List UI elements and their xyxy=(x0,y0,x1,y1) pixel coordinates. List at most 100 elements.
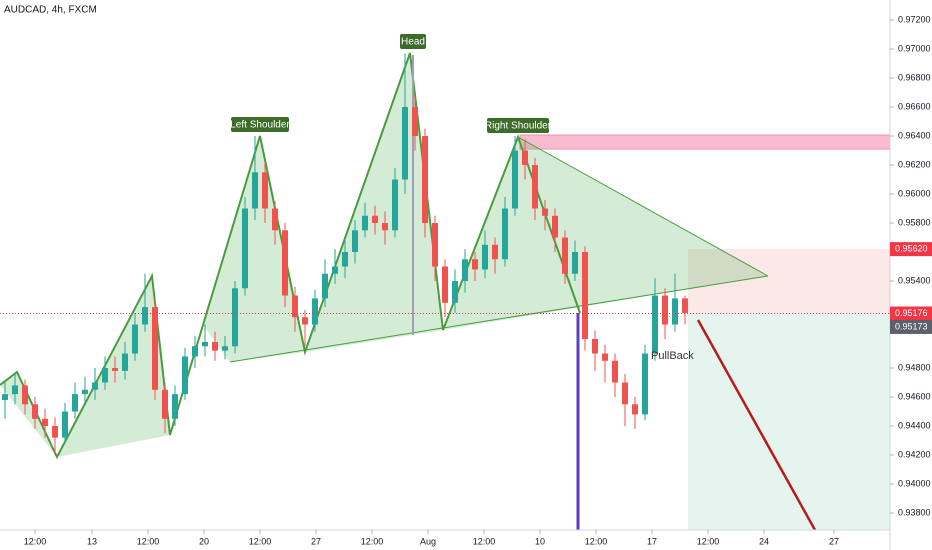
candle-body xyxy=(222,346,228,351)
y-tick-label: 0.96200 xyxy=(898,159,931,169)
candle-body xyxy=(672,298,678,325)
candle-body xyxy=(582,252,588,340)
price-tag-label: 0.95173 xyxy=(895,321,928,331)
candle-body xyxy=(262,172,268,209)
candle-body xyxy=(622,382,628,405)
annotation: Left Shoulder xyxy=(230,120,290,131)
candle-body xyxy=(442,266,448,303)
candle-body xyxy=(432,223,438,267)
y-tick-label: 0.97200 xyxy=(898,14,931,24)
candle-body xyxy=(592,339,598,354)
price-tag xyxy=(890,306,932,321)
candle-body xyxy=(282,230,288,296)
candle-body xyxy=(352,230,358,253)
candle-body xyxy=(392,179,398,231)
y-tick-label: 0.96000 xyxy=(898,188,931,198)
candle-body xyxy=(612,360,618,383)
y-tick-label: 0.94200 xyxy=(898,449,931,459)
x-tick-label: 27 xyxy=(311,536,321,546)
candle-body xyxy=(422,136,428,224)
candle-body xyxy=(542,208,548,216)
price-tag-label: 0.95620 xyxy=(895,243,928,253)
candle-body xyxy=(132,324,138,354)
y-tick-label: 0.96600 xyxy=(898,101,931,111)
candle-body xyxy=(322,273,328,299)
x-tick-label: 27 xyxy=(829,536,839,546)
y-tick-label: 0.94800 xyxy=(898,362,931,372)
right-shoulder-area xyxy=(443,137,768,330)
candle-body xyxy=(642,353,648,415)
annotation: Right Shoulder xyxy=(485,121,552,132)
candle-body xyxy=(172,394,178,419)
candle-body xyxy=(522,150,528,166)
candle-body xyxy=(342,252,348,267)
candle-body xyxy=(242,208,248,289)
y-tick-label: 0.94400 xyxy=(898,420,931,430)
candle-body xyxy=(232,288,238,347)
candle-body xyxy=(192,346,198,357)
left-shoulder-area xyxy=(203,136,305,362)
head-area xyxy=(305,53,443,352)
candle-body xyxy=(142,307,148,325)
candle-body xyxy=(42,418,48,427)
candle-body xyxy=(212,341,218,351)
candle-body xyxy=(662,295,668,325)
candle-body xyxy=(82,389,88,395)
candle-body xyxy=(302,317,308,325)
candle-body xyxy=(492,244,498,260)
candle-body xyxy=(462,259,468,282)
price-tag-label: 0.95176 xyxy=(895,308,928,318)
annotation: PullBack xyxy=(651,350,694,362)
candle-body xyxy=(602,353,608,361)
candle-body xyxy=(32,404,38,419)
stop-zone xyxy=(688,249,890,313)
y-tick-label: 0.93800 xyxy=(898,507,931,517)
candle-body xyxy=(362,215,368,231)
candle-body xyxy=(272,208,278,231)
supply-zone xyxy=(519,134,891,150)
candle-body xyxy=(12,385,18,395)
candle-body xyxy=(312,298,318,325)
candle-body xyxy=(22,385,28,405)
candle-body xyxy=(472,259,478,270)
candle-body xyxy=(252,172,258,209)
y-tick-label: 0.94000 xyxy=(898,478,931,488)
x-tick-label: 17 xyxy=(647,536,657,546)
x-tick-label: 12:00 xyxy=(24,536,47,546)
y-tick-label: 0.95400 xyxy=(898,275,931,285)
candle-body xyxy=(482,244,488,270)
y-tick-label: 0.97000 xyxy=(898,43,931,53)
x-tick-label: 12:00 xyxy=(137,536,160,546)
candle-body xyxy=(102,368,108,383)
candle-body xyxy=(332,266,338,274)
annotation-box xyxy=(487,118,549,133)
candle-body xyxy=(292,295,298,318)
x-tick-label: 12:00 xyxy=(473,536,496,546)
price-tag xyxy=(890,319,932,334)
x-tick-label: 12:00 xyxy=(585,536,608,546)
y-tick-label: 0.96800 xyxy=(898,72,931,82)
candle-body xyxy=(682,298,688,313)
candle-body xyxy=(402,107,408,180)
candle-body xyxy=(2,394,8,400)
plot xyxy=(2,53,688,456)
y-tick-label: 0.95800 xyxy=(898,217,931,227)
upper-line xyxy=(517,136,769,277)
candle-body xyxy=(62,411,68,438)
x-tick-label: Aug xyxy=(420,536,436,546)
candle-body xyxy=(452,281,458,303)
annotation-box xyxy=(231,117,289,132)
candle-body xyxy=(652,295,658,354)
x-tick-label: 12:00 xyxy=(249,536,272,546)
candle-body xyxy=(92,382,98,390)
candle-body xyxy=(532,165,538,209)
lead-area xyxy=(57,276,170,457)
x-tick-label: 24 xyxy=(759,536,769,546)
candle-body xyxy=(382,223,388,231)
candle-body xyxy=(52,426,58,438)
candle-body xyxy=(562,237,568,274)
price-tag xyxy=(890,242,932,257)
target-zone xyxy=(688,313,890,530)
candle-body xyxy=(372,215,378,224)
candle-body xyxy=(72,394,78,412)
